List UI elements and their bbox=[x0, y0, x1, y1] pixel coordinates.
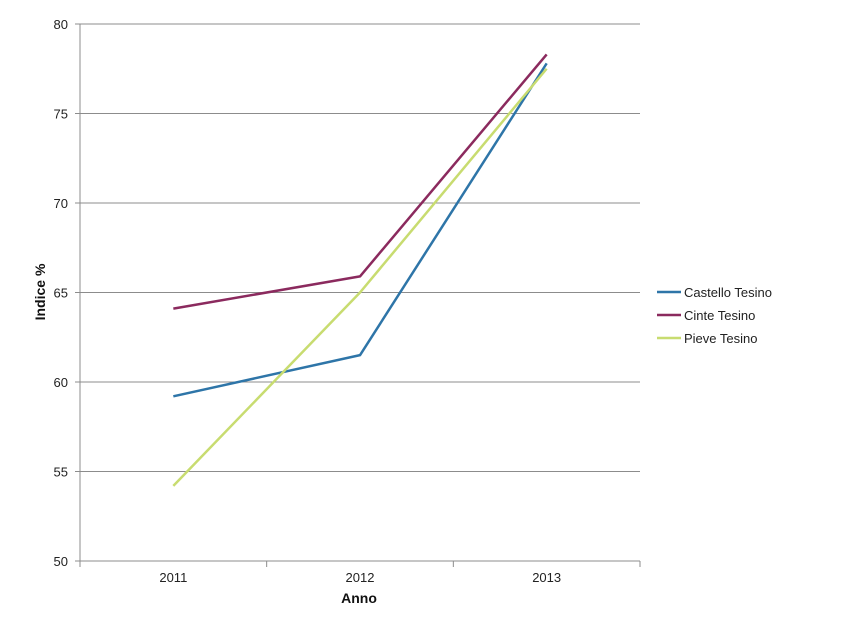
legend-label-castello-tesino: Castello Tesino bbox=[684, 285, 772, 300]
x-tick-label: 2013 bbox=[532, 570, 561, 585]
y-tick-label: 60 bbox=[54, 375, 68, 390]
y-tick-label: 75 bbox=[54, 107, 68, 122]
series-line-castello-tesino bbox=[173, 62, 548, 398]
series-line-cinte-tesino bbox=[173, 53, 548, 310]
x-axis-title: Anno bbox=[341, 590, 377, 606]
y-tick-label: 55 bbox=[54, 465, 68, 480]
gridlines bbox=[80, 23, 640, 472]
x-tick-label: 2011 bbox=[159, 570, 187, 585]
y-tick-label: 70 bbox=[54, 196, 68, 211]
y-axis-title: Indice % bbox=[32, 263, 48, 320]
y-tick-label: 80 bbox=[54, 17, 68, 32]
y-axis-tick-labels: 50 55 60 65 70 75 80 bbox=[54, 17, 80, 569]
legend-label-cinte-tesino: Cinte Tesino bbox=[684, 308, 755, 323]
series-lines bbox=[172, 53, 548, 487]
y-tick-label: 65 bbox=[54, 286, 68, 301]
x-axis-tick-labels: 2011 2012 2013 bbox=[79, 561, 641, 585]
legend-label-pieve-tesino: Pieve Tesino bbox=[684, 331, 757, 346]
y-tick-label: 50 bbox=[54, 554, 68, 569]
series-line-pieve-tesino bbox=[172, 67, 548, 487]
legend: Castello Tesino Cinte Tesino Pieve Tesino bbox=[657, 285, 772, 346]
x-tick-label: 2012 bbox=[346, 570, 375, 585]
